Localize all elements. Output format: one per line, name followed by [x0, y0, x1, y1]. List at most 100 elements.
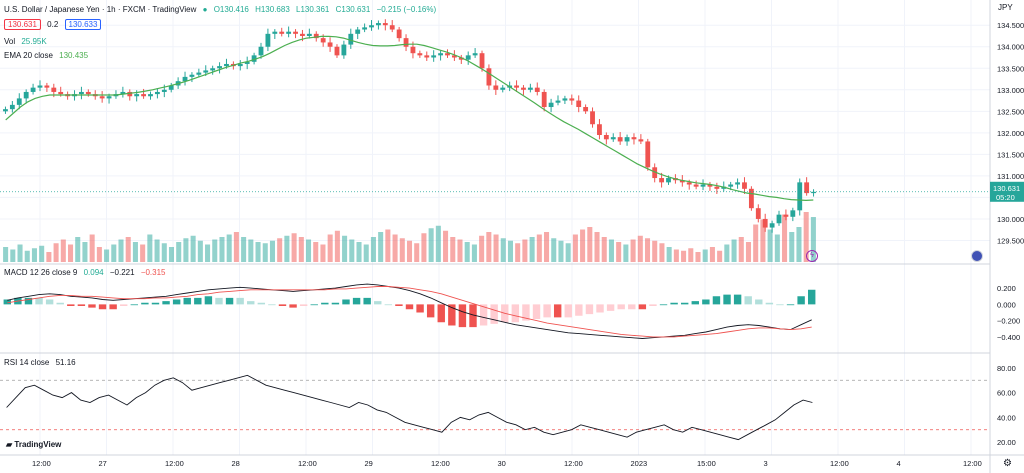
macd-histogram-bar — [606, 304, 615, 311]
price-tick-label: 133.500 — [997, 64, 1024, 73]
candle-body — [244, 61, 250, 64]
volume-bar — [767, 229, 773, 262]
volume-bar — [31, 248, 37, 262]
volume-bar — [219, 237, 225, 262]
price-tick-label: 133.000 — [997, 86, 1024, 95]
candle-body — [293, 31, 298, 34]
volume-bar — [378, 232, 384, 262]
candle-body — [465, 55, 471, 60]
macd-tick-label: 0.200 — [997, 284, 1016, 293]
volume-bar — [212, 239, 218, 262]
volume-bar — [616, 242, 622, 262]
macd-histogram-bar — [553, 304, 562, 318]
ask-button[interactable]: 130.633 — [64, 19, 102, 30]
volume-bar — [810, 217, 816, 262]
macd-histogram-bar — [543, 304, 551, 318]
volume-bar — [558, 240, 564, 262]
macd-value-3: −0.315 — [140, 268, 166, 277]
ema-label[interactable]: EMA 20 close — [4, 51, 53, 60]
volume-bar — [334, 230, 340, 262]
volume-bar — [147, 234, 153, 262]
volume-bar — [688, 248, 694, 262]
macd-histogram-bar — [479, 304, 488, 326]
volume-bar — [450, 237, 456, 262]
volume-bar — [774, 234, 780, 262]
tradingview-logo[interactable]: ▰ TradingView — [6, 440, 61, 449]
candle-body — [16, 98, 22, 105]
volume-bar — [342, 235, 348, 262]
vol-label[interactable]: Vol — [4, 37, 16, 46]
volume-bar — [96, 247, 102, 262]
volume-bar — [782, 214, 788, 262]
macd-histogram-bar — [755, 299, 763, 305]
candle-body — [686, 182, 692, 185]
rsi-pane — [0, 374, 990, 441]
lightning-icon[interactable]: ϟ — [806, 250, 818, 262]
candle-body — [300, 33, 305, 36]
candle-body — [348, 33, 354, 45]
macd-histogram-bar — [490, 304, 498, 324]
volume-bar — [46, 252, 52, 262]
candle-body — [251, 55, 257, 62]
eye-icon[interactable]: ● — [202, 5, 208, 14]
volume-bar — [709, 247, 715, 262]
candle-body — [258, 46, 264, 56]
macd-histogram-bar — [680, 302, 689, 305]
macd-histogram-bar — [204, 296, 213, 305]
settings-icon[interactable]: ⚙ — [1003, 458, 1012, 469]
volume-bar — [608, 239, 614, 262]
candle-body — [389, 25, 395, 30]
candle-body — [161, 89, 167, 92]
candle-body — [210, 68, 216, 71]
volume-bar — [10, 249, 16, 262]
candle-body — [99, 96, 105, 99]
candle-body — [224, 63, 229, 67]
macd-histogram-bar — [744, 296, 752, 305]
volume-bar — [392, 234, 398, 262]
volume-bar — [277, 238, 283, 262]
volume-bar — [104, 249, 110, 262]
rsi-label[interactable]: RSI 14 close — [4, 358, 50, 367]
candle-body — [514, 85, 519, 88]
macd-histogram-bar — [363, 297, 371, 305]
macd-histogram-bar — [649, 304, 657, 306]
volume-bar — [522, 239, 528, 262]
macd-histogram-bar — [628, 304, 636, 310]
volume-bar — [125, 237, 131, 262]
macd-histogram-bar — [596, 304, 604, 313]
macd-histogram-bar — [257, 302, 266, 305]
symbol-title[interactable]: U.S. Dollar / Japanese Yen · 1h · FXCM ·… — [4, 5, 197, 14]
macd-histogram-bar — [448, 304, 456, 326]
volume-bar — [507, 240, 513, 262]
macd-histogram-bar — [151, 302, 160, 305]
volume-bar — [39, 245, 45, 262]
candle-body — [707, 184, 713, 187]
macd-histogram-bar — [384, 304, 393, 306]
macd-histogram-bar — [342, 299, 350, 305]
candle-body — [237, 63, 243, 67]
candle-body — [217, 66, 222, 69]
currency-label[interactable]: JPY — [998, 3, 1013, 12]
volume-bar — [60, 239, 66, 262]
volume-bar — [789, 232, 795, 262]
candle-body — [376, 23, 381, 26]
candle-body — [362, 27, 368, 30]
macd-label[interactable]: MACD 12 26 close 9 — [4, 268, 78, 277]
volume-bar — [803, 212, 809, 262]
flag-icon[interactable] — [971, 250, 983, 262]
volume-bar — [140, 244, 146, 262]
volume-bar — [89, 234, 95, 262]
macd-histogram-bar — [120, 304, 128, 306]
macd-histogram-bar — [268, 304, 276, 306]
time-tick-label: 12:00 — [564, 459, 583, 468]
macd-histogram-bar — [575, 304, 583, 316]
symbol-legend: U.S. Dollar / Japanese Yen · 1h · FXCM ·… — [4, 5, 440, 14]
candle-body — [189, 74, 195, 77]
candle-body — [417, 53, 423, 56]
macd-histogram-bar — [617, 304, 625, 310]
macd-histogram-bar — [225, 297, 234, 305]
volume-bar — [197, 240, 203, 262]
bid-button[interactable]: 130.631 — [4, 19, 41, 30]
candle-body — [797, 182, 803, 211]
